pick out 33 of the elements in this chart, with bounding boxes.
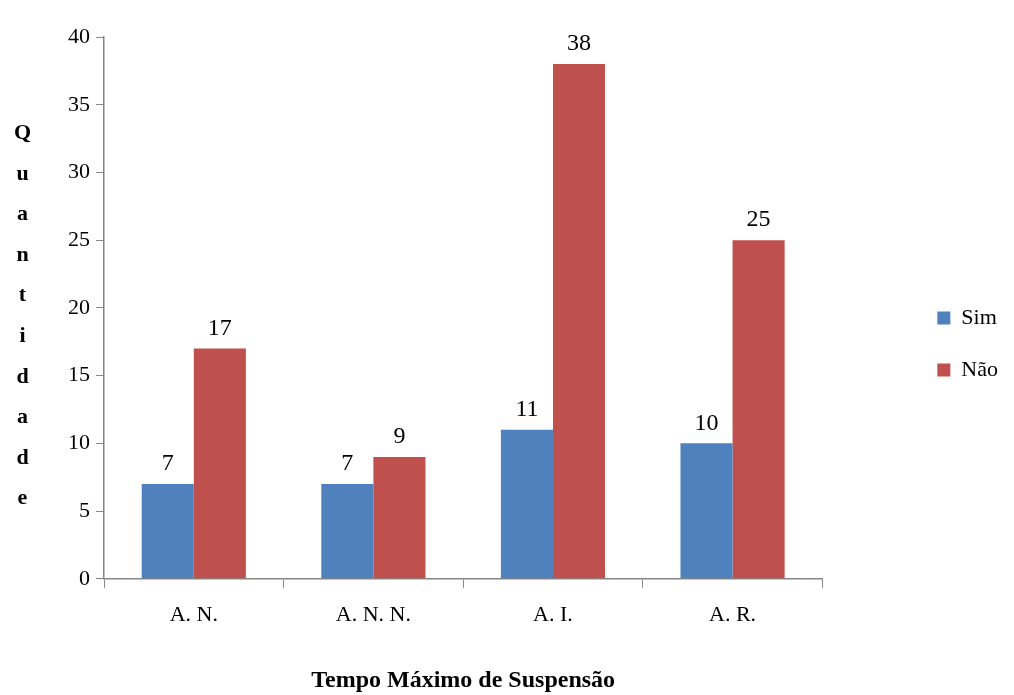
y-tick-label: 25 <box>68 225 90 251</box>
data-label: 38 <box>567 29 592 56</box>
y-tick-label: 40 <box>68 22 90 48</box>
data-label: 17 <box>207 313 232 340</box>
legend-label: Não <box>961 355 998 381</box>
y-tick-label: 35 <box>68 90 90 116</box>
y-tick-label: 15 <box>68 361 90 387</box>
y-tick-label: 5 <box>79 496 90 522</box>
x-axis-title: Tempo Máximo de Suspensão <box>311 665 616 692</box>
bar <box>321 483 374 579</box>
bar <box>373 456 426 579</box>
legend-label: Sim <box>961 303 997 329</box>
bar <box>193 348 246 579</box>
y-tick-label: 20 <box>68 293 90 319</box>
bar <box>732 240 785 579</box>
x-tick-label: A. I. <box>533 600 573 626</box>
x-tick-label: A. R. <box>709 600 757 626</box>
data-label: 7 <box>161 449 174 476</box>
x-tick-label: A. N. N. <box>335 600 411 626</box>
data-label: 10 <box>694 408 719 435</box>
y-tick-label: 0 <box>79 564 90 590</box>
data-label: 7 <box>341 449 354 476</box>
bar <box>500 429 553 579</box>
bar <box>552 64 606 579</box>
x-tick-label: A. N. <box>169 600 218 626</box>
y-tick-label: 10 <box>68 429 90 455</box>
bar <box>680 443 733 579</box>
data-label: 11 <box>515 395 539 422</box>
data-label: 9 <box>393 422 406 449</box>
y-axis-title: Quantidade <box>10 119 35 525</box>
data-label: 25 <box>746 205 771 232</box>
y-tick-label: 30 <box>68 158 90 184</box>
bar <box>141 483 194 579</box>
